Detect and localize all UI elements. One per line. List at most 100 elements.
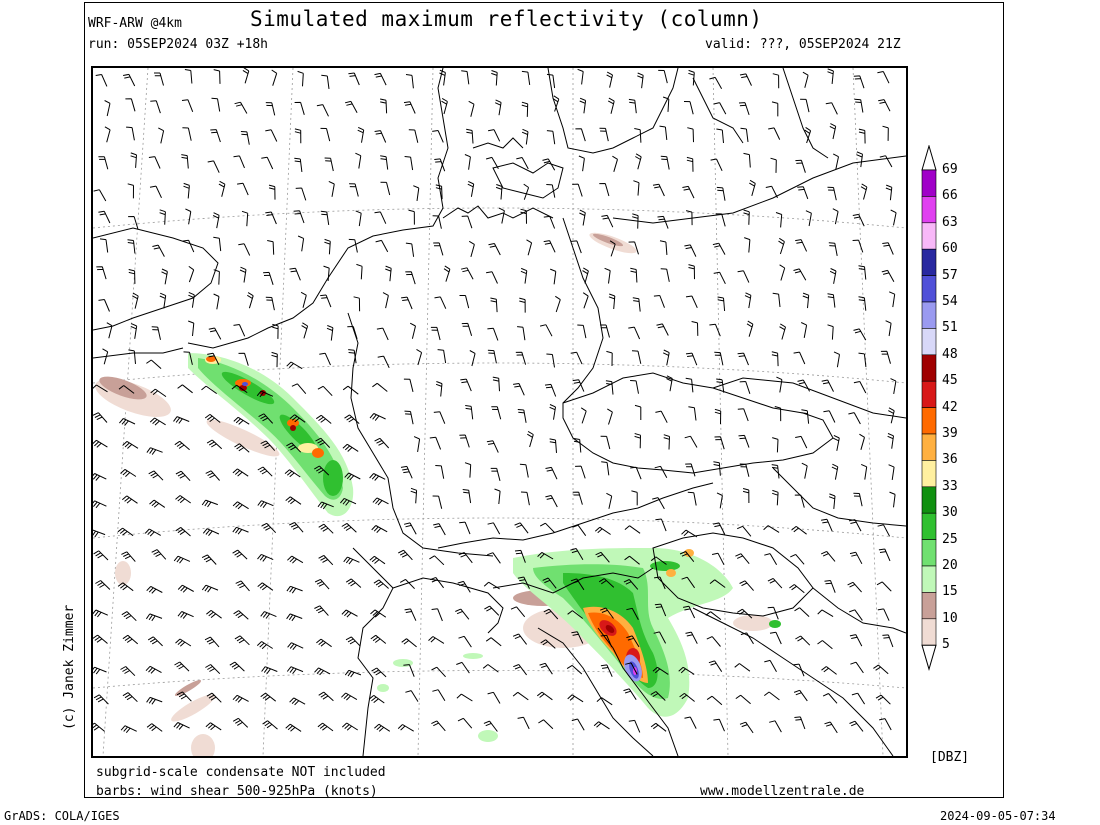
wind-barb [374, 72, 387, 86]
wind-barb [173, 555, 191, 564]
wind-barb [233, 416, 250, 425]
wind-barb [260, 440, 276, 451]
wind-barb [431, 608, 443, 622]
wind-barb [379, 98, 388, 114]
plot-title: Simulated maximum reflectivity (column) [250, 7, 763, 31]
wind-barb [633, 180, 640, 196]
wind-barb [344, 669, 362, 678]
colorbar-tick-label: 54 [942, 294, 958, 309]
wind-barb [632, 297, 641, 312]
wind-barb [241, 210, 249, 227]
wind-barb [681, 576, 696, 589]
wind-barb [537, 551, 554, 560]
wind-barb [344, 100, 358, 114]
wind-barb [413, 436, 421, 452]
wind-barb [512, 633, 527, 645]
wind-barb [888, 407, 895, 424]
wind-barb [521, 128, 529, 145]
wind-barb [152, 244, 165, 257]
wind-barb [545, 495, 558, 508]
wind-barb [207, 160, 220, 173]
wind-barb [173, 416, 190, 424]
wind-barb [206, 439, 223, 450]
wind-barb [342, 443, 359, 452]
wind-barb [98, 156, 109, 170]
wind-barb [173, 722, 190, 730]
wind-barb [320, 210, 330, 225]
wind-barb [657, 215, 669, 229]
wind-barb [208, 327, 222, 340]
wind-barb [271, 351, 278, 368]
wind-barb [801, 462, 808, 479]
wind-barb [416, 348, 423, 366]
wind-barb [885, 184, 893, 201]
wind-barb [827, 186, 837, 201]
wind-barb [294, 101, 305, 115]
wind-barb [289, 521, 304, 533]
wind-barb [716, 128, 724, 144]
wind-barb [510, 606, 526, 618]
wind-barb [514, 549, 526, 563]
wind-barb [149, 417, 166, 426]
colorbar-swatch [921, 275, 937, 303]
wind-barb [483, 720, 498, 732]
wind-barb [130, 152, 137, 168]
wind-barb [286, 666, 304, 675]
wind-barb [687, 491, 697, 506]
wind-barb [261, 156, 274, 170]
wind-barb [218, 180, 226, 197]
wind-barb [96, 266, 107, 280]
wind-barb [713, 522, 726, 535]
wind-barb [626, 635, 640, 648]
wind-barb [681, 529, 698, 538]
wind-barb [316, 414, 332, 424]
wind-barb [739, 381, 751, 394]
wind-barb [239, 266, 247, 283]
wind-barb [683, 605, 696, 619]
wind-barb [831, 463, 839, 480]
wind-barb [382, 292, 389, 309]
wind-barb [468, 240, 475, 258]
wind-barb [356, 263, 363, 280]
wind-barb [495, 184, 503, 200]
condensate-note: subgrid-scale condensate NOT included [96, 765, 386, 780]
wind-barb [685, 352, 698, 366]
wind-barb [494, 488, 501, 505]
wind-barb [631, 490, 638, 506]
wind-barb [549, 438, 557, 453]
wind-barb [120, 725, 137, 734]
wind-barb [295, 187, 307, 201]
wind-barb [628, 241, 639, 255]
wind-barb [229, 661, 245, 672]
wind-barb [794, 607, 810, 617]
wind-barb [890, 378, 897, 394]
wind-barb [437, 349, 447, 364]
wind-barb [516, 157, 529, 170]
wind-barb [316, 638, 332, 648]
wind-barb [572, 379, 585, 392]
wind-barb [679, 692, 695, 702]
wind-barb [536, 691, 553, 701]
wind-barb [770, 157, 777, 173]
wind-barb [348, 72, 360, 86]
wind-barb [238, 352, 249, 366]
wind-barb [234, 101, 248, 114]
wind-barb [486, 271, 498, 284]
wind-barb [490, 467, 501, 482]
wind-barb [482, 664, 499, 673]
colorbar-swatch [921, 460, 937, 488]
wind-barb [486, 440, 499, 453]
wind-barb [593, 721, 610, 730]
wind-barb [355, 210, 362, 227]
wind-barb [256, 390, 274, 398]
wind-barb [344, 472, 361, 481]
wind-barb [106, 322, 113, 339]
wind-barb [385, 265, 392, 282]
wind-barb [93, 473, 107, 481]
wind-barb [99, 238, 109, 253]
wind-barb [146, 585, 163, 594]
colorbar-tick-label: 60 [942, 241, 958, 257]
reflectivity-map [91, 66, 908, 758]
wind-barb [120, 468, 137, 477]
wind-barb [630, 466, 642, 480]
